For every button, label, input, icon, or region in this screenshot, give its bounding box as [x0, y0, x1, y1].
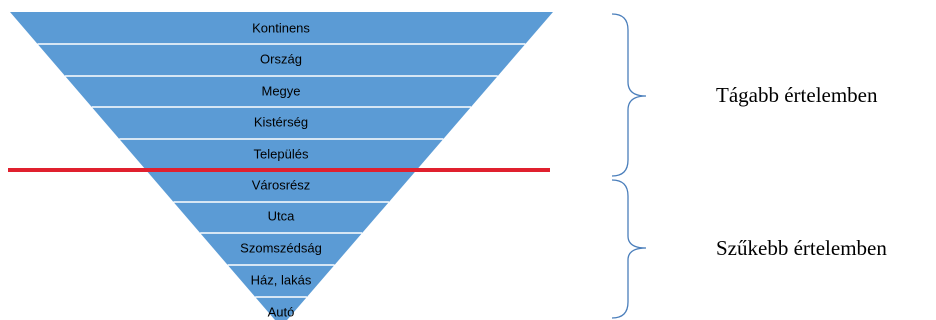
level-label-auto: Autó — [268, 304, 295, 319]
group-label-broad: Tágabb értelemben — [716, 83, 878, 107]
level-label-haz-lakas: Ház, lakás — [251, 272, 312, 287]
funnel-triangle — [10, 12, 553, 320]
level-label-orszag: Ország — [260, 51, 302, 66]
level-label-kisterseg: Kistérség — [254, 114, 308, 129]
level-label-megye: Megye — [261, 83, 300, 98]
bracket-narrow — [611, 179, 647, 319]
level-label-telepules: Település — [254, 146, 309, 161]
level-label-varosresz: Városrész — [252, 177, 311, 192]
level-label-kontinens: Kontinens — [252, 20, 310, 35]
level-label-szomszedsag: Szomszédság — [240, 240, 322, 255]
group-label-narrow: Szűkebb értelemben — [716, 236, 887, 260]
level-label-utca: Utca — [268, 208, 296, 223]
bracket-broad — [611, 13, 647, 177]
